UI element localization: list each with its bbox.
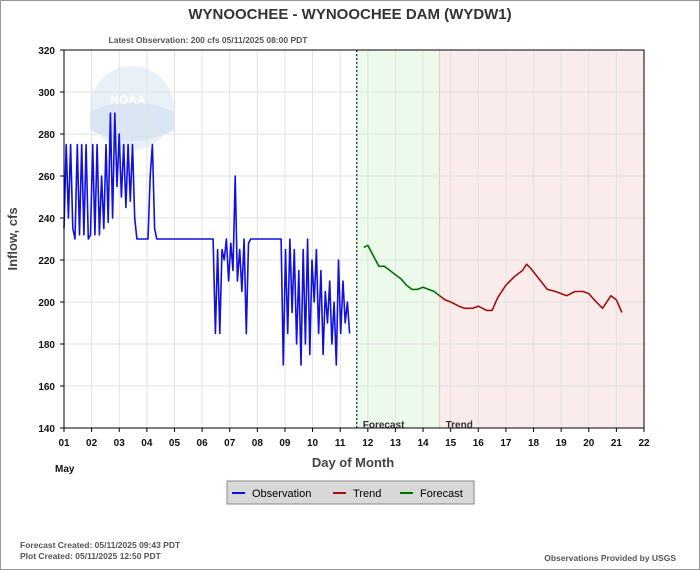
x-tick-label: 19: [556, 438, 568, 449]
x-tick-label: 01: [58, 438, 70, 449]
y-tick-label: 320: [38, 46, 55, 57]
attribution-text: Observations Provided by USGS: [544, 553, 676, 563]
series-forecast-line: [363, 244, 441, 297]
y-axis-label: Inflow, cfs: [5, 207, 20, 270]
zones-layer: [356, 50, 644, 428]
plot-created-text: Plot Created: 05/11/2025 12:50 PDT: [20, 551, 162, 561]
x-tick-label: 04: [141, 438, 153, 449]
ticks-layer: 140 160 180 200 220 240 260 280 300 320 01 02 03 04 05…: [38, 46, 650, 449]
series-layer: [63, 112, 623, 366]
noaa-logo-text: NOAA: [110, 93, 146, 107]
x-tick-label: 08: [252, 438, 264, 449]
y-tick-label: 260: [38, 172, 55, 183]
x-tick-label: 09: [279, 438, 291, 449]
month-label: May: [55, 464, 75, 475]
x-tick-label: 16: [473, 438, 485, 449]
y-tick-label: 220: [38, 256, 55, 267]
legend: Observation Trend Forecast: [226, 480, 475, 505]
x-tick-label: 05: [169, 438, 181, 449]
forecast-zone-label: Forecast: [363, 420, 405, 431]
x-tick-label: 20: [583, 438, 595, 449]
x-tick-label: 22: [638, 438, 650, 449]
x-axis-label: Day of Month: [312, 455, 394, 470]
y-tick-label: 280: [38, 130, 55, 141]
x-tick-label: 18: [528, 438, 540, 449]
y-tick-label: 240: [38, 214, 55, 225]
legend-box: [226, 480, 475, 505]
legend-observation-label: Observation: [252, 488, 311, 500]
x-tick-label: 13: [390, 438, 402, 449]
x-tick-label: 14: [417, 438, 429, 449]
chart-subtitle: Latest Observation: 200 cfs 05/11/2025 0…: [109, 35, 309, 45]
x-tick-label: 06: [197, 438, 209, 449]
series-observation-line: [63, 112, 351, 366]
x-tick-label: 15: [445, 438, 457, 449]
x-tick-label: 21: [611, 438, 623, 449]
trend-zone-label: Trend: [446, 420, 473, 431]
forecast-created-text: Forecast Created: 05/11/2025 09:43 PDT: [20, 540, 181, 550]
y-tick-label: 180: [38, 340, 55, 351]
zone-trend-band: [439, 50, 644, 428]
chart-title: WYNOOCHEE - WYNOOCHEE DAM (WYDW1): [188, 6, 511, 23]
legend-trend-label: Trend: [353, 488, 381, 500]
y-tick-label: 160: [38, 382, 55, 393]
x-tick-label: 12: [362, 438, 374, 449]
x-tick-label: 02: [86, 438, 98, 449]
x-tick-label: 03: [114, 438, 126, 449]
x-tick-label: 17: [500, 438, 512, 449]
plot-frame: [63, 49, 645, 429]
legend-forecast-label: Forecast: [420, 488, 463, 500]
x-tick-label: 11: [335, 438, 346, 449]
y-tick-label: 300: [38, 88, 55, 99]
zone-forecast-band: [356, 50, 440, 428]
x-tick-label: 07: [224, 438, 236, 449]
series-trend-line: [439, 263, 623, 313]
x-tick-label: 10: [307, 438, 319, 449]
y-tick-label: 140: [38, 424, 55, 435]
y-tick-label: 200: [38, 298, 55, 309]
noaa-logo: NOAA: [90, 66, 174, 150]
